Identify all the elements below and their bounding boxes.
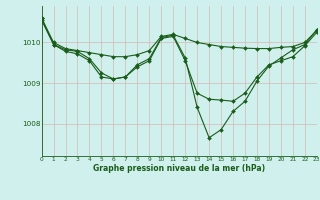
X-axis label: Graphe pression niveau de la mer (hPa): Graphe pression niveau de la mer (hPa) <box>93 164 265 173</box>
